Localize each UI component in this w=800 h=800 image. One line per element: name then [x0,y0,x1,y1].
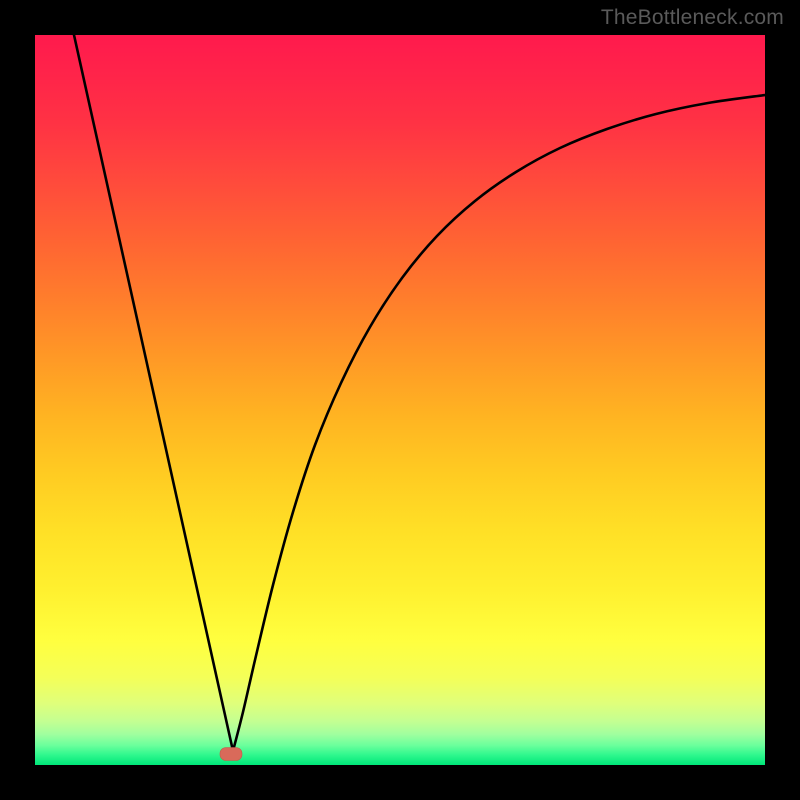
plot-background [35,35,765,765]
min-marker [220,748,242,761]
watermark-text: TheBottleneck.com [601,6,784,30]
chart-stage: TheBottleneck.com [0,0,800,800]
chart-svg [0,0,800,800]
